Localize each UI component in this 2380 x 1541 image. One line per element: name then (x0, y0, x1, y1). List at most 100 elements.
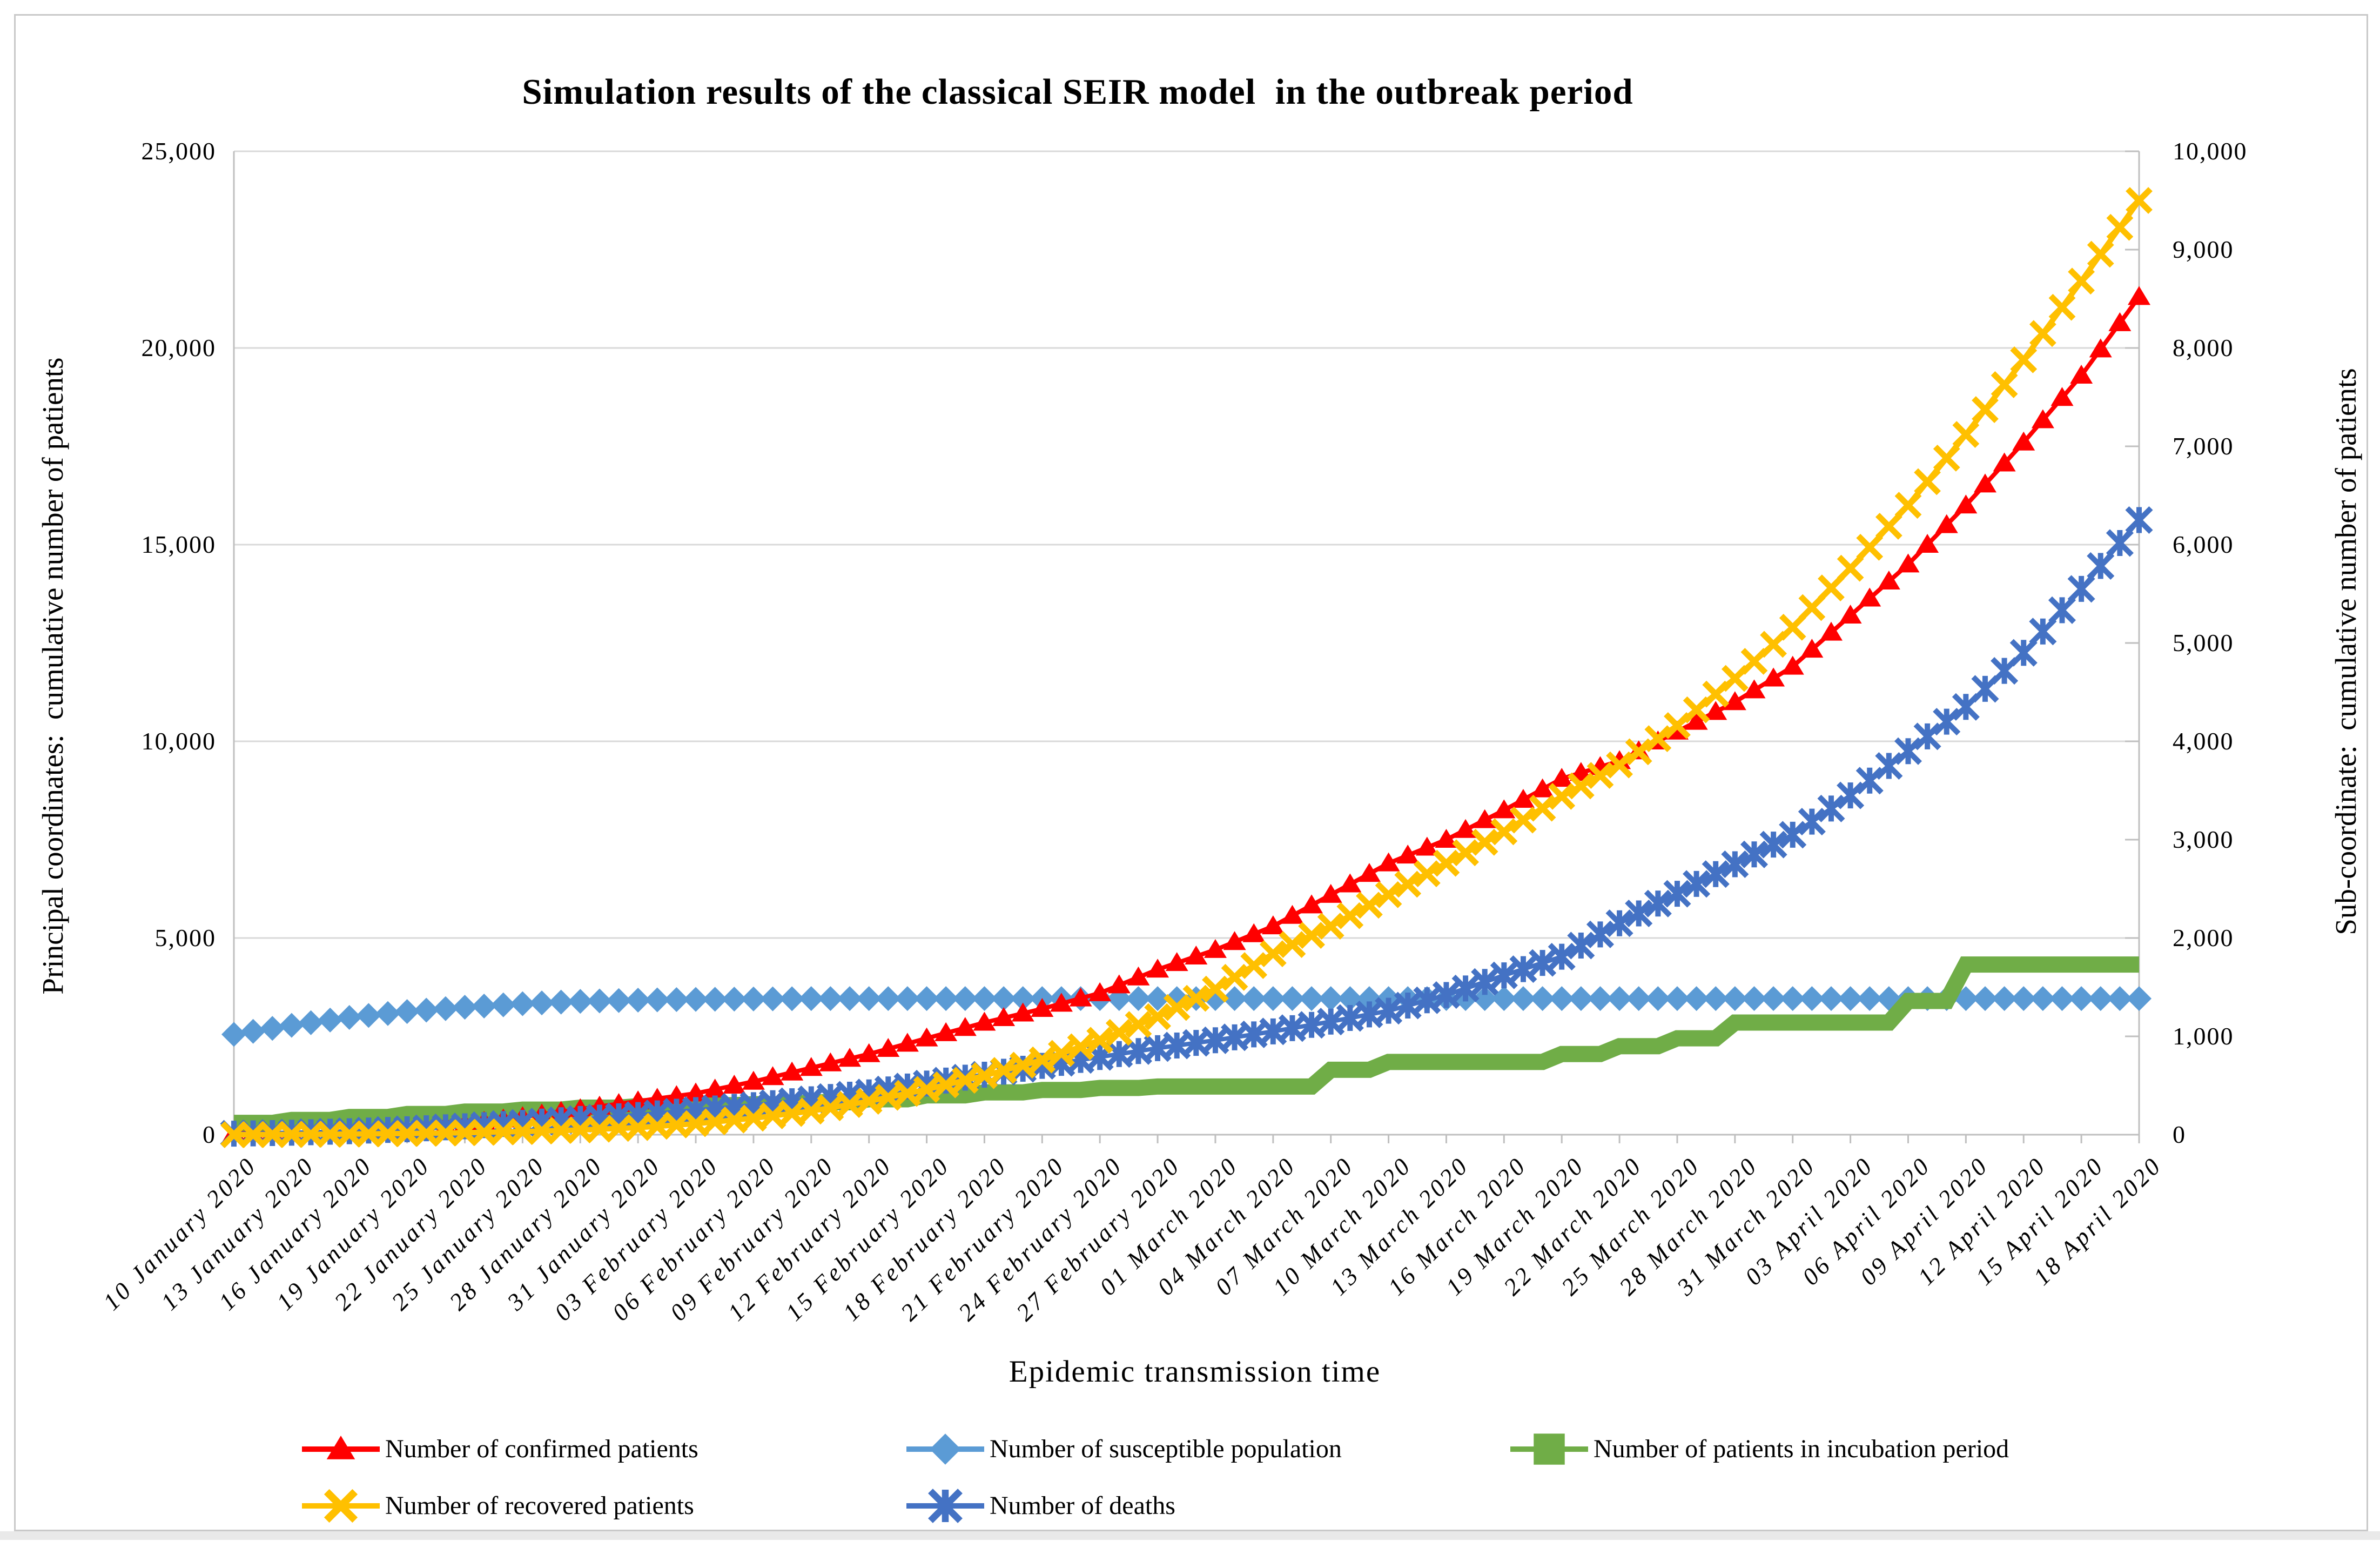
marker-x (1875, 513, 1902, 540)
marker-diamond (221, 1022, 246, 1047)
x-axis-title: Epidemic transmission time (1009, 1355, 1381, 1389)
chart-title: Simulation results of the classical SEIR… (522, 72, 1633, 112)
marker-x (971, 1062, 998, 1089)
marker-x (2068, 267, 2095, 295)
marker-diamond (279, 1013, 304, 1038)
marker-x (1009, 1051, 1037, 1079)
marker-asterisk (1837, 781, 1865, 809)
marker-asterisk (1644, 889, 1672, 917)
marker-diamond (914, 986, 939, 1011)
marker-triangle (1146, 959, 1169, 978)
marker-triangle (1781, 655, 1804, 675)
marker-asterisk (1529, 949, 1557, 977)
marker-x (1452, 839, 1479, 867)
marker-x (875, 1083, 902, 1111)
y-tick-label-left: 25,000 (141, 137, 216, 165)
marker-asterisk (1721, 850, 1749, 879)
marker-x (1548, 783, 1576, 810)
marker-x (1510, 806, 1537, 834)
marker-diamond (490, 992, 516, 1017)
marker-triangle (1935, 514, 1958, 533)
marker-diamond (895, 986, 920, 1011)
marker-asterisk (1567, 932, 1595, 960)
marker-diamond (1318, 986, 1343, 1011)
marker-asterisk (1490, 961, 1518, 989)
marker-triangle (627, 1090, 650, 1110)
marker-x (1625, 738, 1652, 766)
y-tick-label-right: 9,000 (2173, 236, 2234, 263)
marker-x (1991, 371, 2018, 398)
marker-diamond (2049, 986, 2075, 1011)
legend-label: Number of deaths (990, 1491, 1175, 1520)
marker-asterisk (928, 1489, 963, 1523)
marker-triangle (1300, 894, 1323, 914)
marker-diamond (930, 1433, 961, 1465)
marker-diamond (1472, 986, 1497, 1011)
marker-diamond (722, 987, 747, 1012)
marker-diamond (2127, 986, 2152, 1011)
marker-x (1471, 828, 1498, 856)
marker-asterisk (1605, 909, 1633, 937)
marker-triangle (1839, 605, 1862, 624)
marker-diamond (1010, 986, 1036, 1011)
marker-triangle (1454, 819, 1477, 838)
marker-diamond (1722, 986, 1747, 1011)
marker-triangle (1916, 534, 1939, 553)
marker-triangle (1396, 845, 1420, 864)
marker-triangle (1339, 873, 1362, 893)
legend-item-incubation: Number of patients in incubation period (1508, 1430, 2009, 1469)
marker-x (1972, 396, 1999, 423)
marker-asterisk (1913, 722, 1941, 751)
marker-triangle (1088, 982, 1112, 1001)
marker-triangle (646, 1088, 669, 1107)
marker-triangle (2050, 387, 2074, 406)
marker-diamond (260, 1016, 285, 1041)
marker-triangle (1531, 778, 1554, 798)
y-tick-label-right: 8,000 (2173, 334, 2234, 361)
marker-diamond (760, 986, 785, 1011)
marker-triangle (326, 1436, 355, 1459)
marker-x (1433, 849, 1460, 877)
marker-x (1894, 492, 1922, 519)
marker-triangle (1993, 452, 2016, 472)
marker-asterisk (1933, 708, 1961, 736)
marker-diamond (1838, 986, 1863, 1011)
marker-x (1279, 931, 1306, 959)
marker-x (1529, 794, 1556, 822)
marker-square (1534, 1433, 1565, 1465)
marker-x (2048, 293, 2076, 321)
legend-label: Number of susceptible population (990, 1435, 1342, 1463)
marker-triangle (1281, 904, 1304, 924)
marker-diamond (779, 986, 805, 1011)
marker-diamond (644, 987, 670, 1013)
y-tick-label-left: 15,000 (141, 531, 216, 558)
marker-diamond (1761, 986, 1786, 1011)
marker-triangle (1608, 750, 1631, 769)
marker-diamond (1626, 986, 1651, 1011)
marker-asterisk (2048, 596, 2076, 624)
marker-diamond (2107, 986, 2133, 1011)
marker-x (1086, 1027, 1114, 1054)
marker-diamond (1799, 986, 1825, 1011)
marker-triangle (2089, 338, 2112, 358)
marker-triangle (2012, 431, 2035, 451)
marker-diamond (933, 986, 959, 1011)
marker-triangle (877, 1038, 900, 1057)
y-tick-label-right: 3,000 (2173, 826, 2234, 853)
marker-triangle (819, 1052, 842, 1071)
marker-x (2029, 320, 2056, 347)
marker-triangle (973, 1011, 996, 1031)
marker-x (1240, 952, 1268, 979)
marker-x (2010, 346, 2038, 373)
marker-diamond (856, 986, 882, 1011)
marker-triangle (1185, 945, 1208, 964)
marker-diamond (626, 988, 651, 1013)
marker-diamond (1299, 986, 1325, 1011)
marker-x (1490, 818, 1518, 846)
marker-diamond (2011, 986, 2036, 1011)
marker-asterisk (1471, 968, 1499, 996)
marker-triangle (1897, 553, 1920, 573)
marker-diamond (1645, 986, 1671, 1011)
marker-triangle (684, 1082, 708, 1102)
